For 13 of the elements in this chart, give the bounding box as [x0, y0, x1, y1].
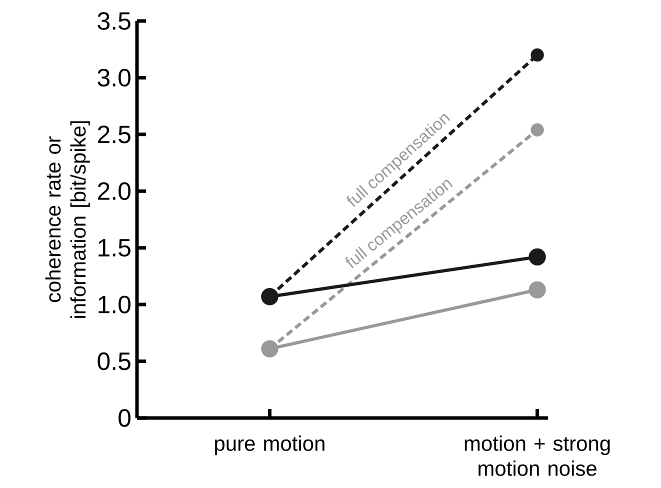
point	[528, 248, 546, 266]
y-tick-label: 0	[118, 409, 130, 427]
y-tick-label: 3.0	[98, 68, 130, 87]
y-tick-label: 1.0	[98, 296, 130, 314]
y-axis-title: coherence rate or information [bit/spike]	[45, 121, 90, 318]
y-tick-label: 2.5	[98, 126, 130, 144]
x-tick-label: motion + strong motion noise	[464, 436, 610, 476]
y-tick-label: 0.5	[98, 352, 130, 370]
y-tick-label: 3.5	[98, 12, 130, 30]
y-tick-label: 2.0	[98, 182, 130, 200]
x-tick-label: pure motion	[215, 436, 324, 456]
y-tick-label: 1.5	[98, 239, 130, 257]
point	[528, 281, 546, 298]
